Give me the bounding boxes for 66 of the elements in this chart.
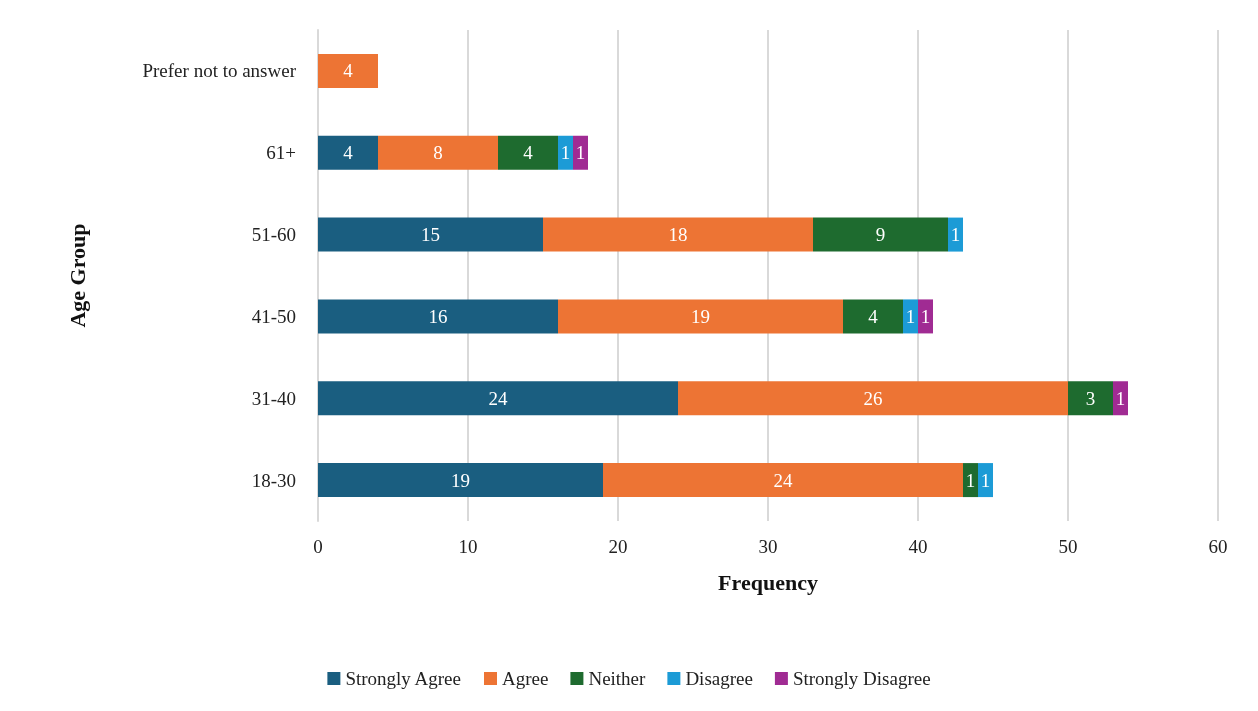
bar xyxy=(843,299,903,334)
y-tick-label: 51-60 xyxy=(251,224,296,246)
data-label: 4 xyxy=(343,60,354,82)
y-tick-label: 61+ xyxy=(266,142,296,164)
bar xyxy=(498,135,558,170)
bar xyxy=(558,299,843,334)
data-label: 4 xyxy=(523,142,534,164)
legend-label: Disagree xyxy=(685,668,753,689)
data-label: 9 xyxy=(875,224,886,246)
bar xyxy=(318,217,543,252)
y-tick-label: 31-40 xyxy=(251,387,296,409)
bar xyxy=(1068,381,1113,416)
bar xyxy=(963,463,978,498)
bar xyxy=(318,135,378,170)
data-label: 8 xyxy=(433,142,443,164)
x-tick-label: 10 xyxy=(458,536,478,557)
bar xyxy=(378,135,498,170)
data-label: 1 xyxy=(560,142,571,164)
data-label: 3 xyxy=(1085,387,1096,409)
y-tick-label: 18-30 xyxy=(251,469,296,491)
data-label: 1 xyxy=(950,224,961,246)
data-label: 15 xyxy=(421,224,440,246)
x-axis-title: Frequency xyxy=(718,569,818,595)
data-label: 26 xyxy=(863,387,883,409)
data-label: 1 xyxy=(965,469,976,491)
bar xyxy=(678,381,1068,416)
x-tick-label: 60 xyxy=(1208,536,1228,557)
bar xyxy=(903,299,918,334)
data-label: 16 xyxy=(428,305,448,327)
data-label: 24 xyxy=(488,387,508,409)
data-label: 1 xyxy=(920,305,931,327)
bar xyxy=(813,217,948,252)
bar xyxy=(318,299,558,334)
bar xyxy=(978,463,993,498)
legend-label: Strongly Agree xyxy=(345,668,461,689)
data-label: 1 xyxy=(1115,387,1126,409)
y-tick-label: Prefer not to answer xyxy=(142,60,297,82)
x-tick-label: 0 xyxy=(313,536,323,557)
legend-label: Neither xyxy=(588,668,647,689)
legend-label: Agree xyxy=(501,668,549,689)
x-tick-label: 40 xyxy=(908,536,928,557)
x-tick-label: 30 xyxy=(758,536,778,557)
x-tick-label: 20 xyxy=(608,536,628,557)
bar xyxy=(318,53,378,88)
legend-label: Strongly Disagree xyxy=(792,668,931,689)
y-axis-title: Age Group xyxy=(64,223,90,328)
data-label: 19 xyxy=(451,469,470,491)
bar xyxy=(558,135,573,170)
data-label: 18 xyxy=(668,224,688,246)
bar xyxy=(1113,381,1128,416)
bar xyxy=(918,299,933,334)
bar xyxy=(318,463,603,498)
data-label: 4 xyxy=(343,142,354,164)
bar xyxy=(543,217,813,252)
bar xyxy=(318,381,678,416)
bar xyxy=(603,463,963,498)
bar xyxy=(573,135,588,170)
data-label: 4 xyxy=(868,305,879,327)
bar xyxy=(948,217,963,252)
y-tick-label: 41-50 xyxy=(251,305,296,327)
data-label: 19 xyxy=(691,305,710,327)
data-label: 1 xyxy=(905,305,916,327)
data-label: 1 xyxy=(980,469,991,491)
data-label: 1 xyxy=(575,142,586,164)
x-tick-label: 50 xyxy=(1058,536,1078,557)
data-label: 24 xyxy=(773,469,793,491)
